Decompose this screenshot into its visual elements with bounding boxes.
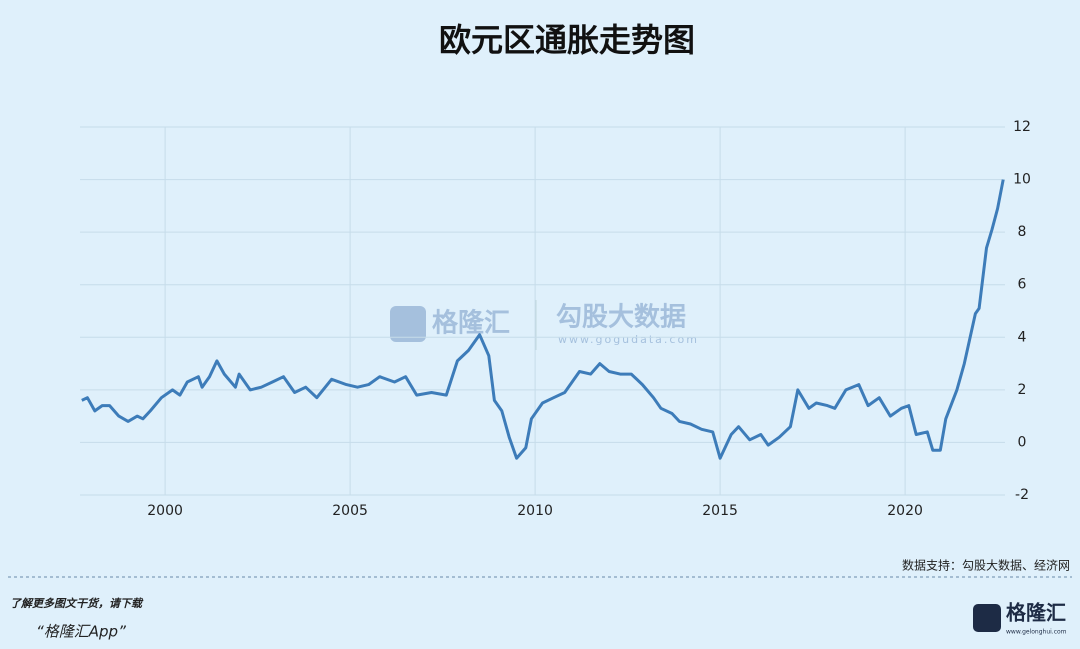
y-tick-label: 0 [1018, 434, 1027, 450]
x-tick-label: 2010 [517, 503, 553, 519]
data-line [81, 179, 1005, 460]
y-tick-label: -2 [1015, 487, 1029, 503]
footer-line2: “格隆汇App” [36, 623, 126, 641]
footer-logo: 格隆汇 [1006, 601, 1066, 625]
source-note: 数据支持：勾股大数据、经济网 [902, 558, 1070, 573]
x-tick-label: 2015 [702, 503, 738, 519]
x-tick-label: 2000 [147, 503, 183, 519]
y-tick-label: 10 [1013, 172, 1031, 188]
chart-title: 欧元区通胀走势图 [439, 21, 695, 59]
footer-logo-url: www.gelonghui.com [1006, 629, 1067, 636]
y-tick-label: 12 [1013, 119, 1031, 135]
watermark-data-brand: 勾股大数据 [556, 303, 686, 333]
footer-line1: 了解更多图文干货，请下载 [10, 597, 144, 610]
footer-logo-icon [973, 604, 1001, 632]
y-tick-label: 8 [1018, 224, 1027, 240]
watermark: 格隆汇 勾股大数据 www.gogudata.com [390, 300, 699, 350]
watermark-url: www.gogudata.com [558, 333, 699, 346]
y-tick-label: 6 [1018, 277, 1027, 293]
y-tick-label: 2 [1018, 382, 1027, 398]
watermark-logo-icon [390, 306, 426, 342]
x-tick-label: 2020 [887, 503, 923, 519]
y-tick-label: 4 [1018, 329, 1027, 345]
x-tick-label: 2005 [332, 503, 368, 519]
watermark-brand: 格隆汇 [432, 308, 510, 339]
